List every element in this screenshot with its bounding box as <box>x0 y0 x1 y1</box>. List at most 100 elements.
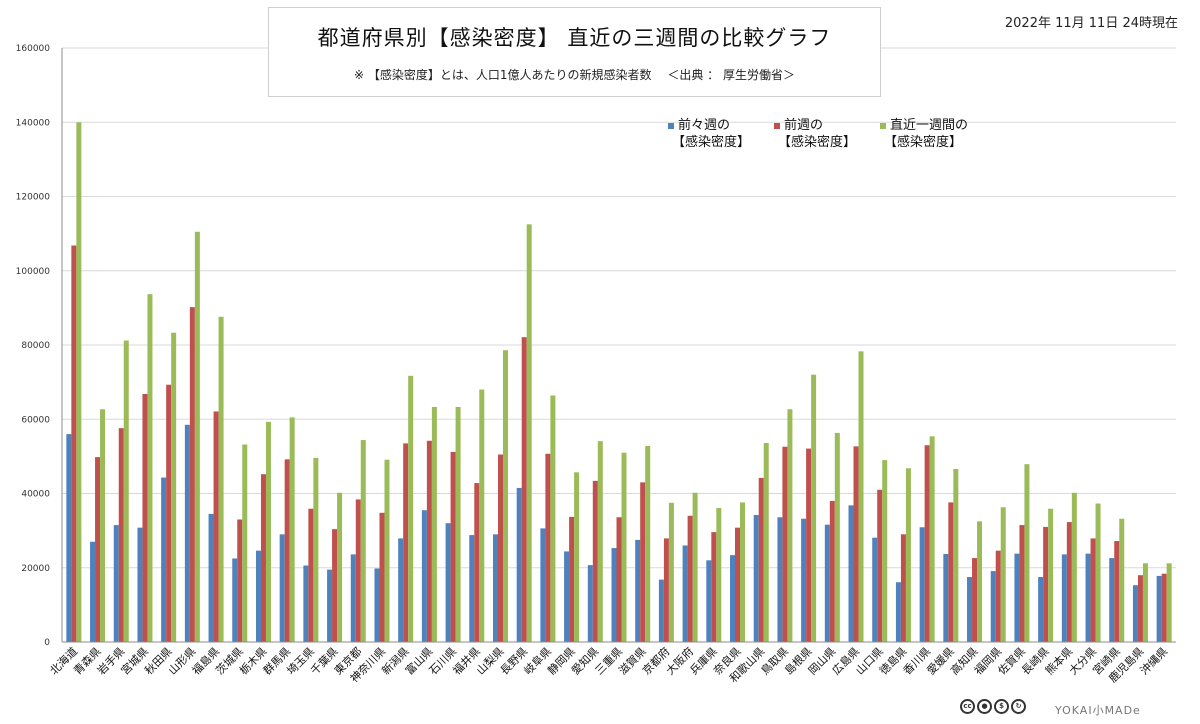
bar <box>758 477 764 642</box>
bar <box>289 417 295 642</box>
bar <box>882 460 888 642</box>
legend-label-line1: 前週の <box>784 118 824 133</box>
bar <box>255 550 261 642</box>
bar <box>587 565 593 642</box>
bar <box>1137 575 1143 642</box>
bar <box>71 245 77 642</box>
bar <box>829 500 835 642</box>
legend-label-line2: 【感染密度】 <box>778 135 857 150</box>
legend-label-line2: 【感染密度】 <box>672 135 751 150</box>
bar <box>408 375 414 642</box>
y-tick-label: 60000 <box>21 415 50 425</box>
legend-label-line1: 直近一週間の <box>890 118 969 133</box>
bar <box>1061 554 1067 642</box>
bar <box>1156 575 1162 642</box>
bar <box>360 440 366 642</box>
date-stamp: 2022年 11月 11日 24時現在 <box>1004 16 1178 31</box>
bar <box>431 406 437 642</box>
bars <box>66 122 1172 643</box>
bar <box>450 451 456 642</box>
bar <box>113 525 119 642</box>
bar <box>872 537 878 642</box>
bar <box>502 350 508 642</box>
bar <box>492 534 498 642</box>
bar <box>142 394 148 642</box>
bar <box>76 122 82 642</box>
y-tick-labels: 0 20000 40000 60000 80000 100000 120000 140000 1… <box>16 44 51 648</box>
bar <box>967 577 973 642</box>
nc-icon: $ <box>994 699 1009 714</box>
bar <box>972 558 978 642</box>
bar <box>166 384 172 642</box>
bar <box>374 568 380 642</box>
bar <box>95 457 101 642</box>
bar <box>848 505 854 642</box>
bar <box>824 524 830 642</box>
bar <box>123 340 129 642</box>
cc-license-badges: cc ● $ ↻ <box>960 699 1028 714</box>
bar <box>929 436 935 642</box>
bar <box>948 502 954 642</box>
bar <box>1090 538 1096 642</box>
bar <box>853 446 859 642</box>
bar <box>313 457 319 642</box>
bar <box>118 428 124 642</box>
bar <box>540 528 546 642</box>
bar <box>66 434 72 642</box>
bar <box>621 452 627 642</box>
bar <box>1109 558 1115 642</box>
bar <box>521 337 527 642</box>
bar <box>900 534 906 642</box>
bar <box>1024 464 1030 642</box>
bar <box>687 515 693 642</box>
bar <box>763 443 769 642</box>
bar <box>327 569 333 642</box>
bar <box>877 489 883 642</box>
x-tick-labels: 北海道青森県岩手県宮城県秋田県山形県福島県茨城県栃木県群馬県埼玉県千葉県東京都神… <box>47 644 1171 685</box>
bar <box>592 480 598 642</box>
bar <box>497 454 503 642</box>
bar <box>1166 563 1172 642</box>
y-tick-label: 20000 <box>21 564 50 574</box>
bar <box>350 554 356 642</box>
bar <box>260 474 266 642</box>
bar <box>682 545 688 642</box>
bar <box>1119 518 1125 642</box>
bar <box>716 507 722 642</box>
legend-item-two-weeks-ago: 前々週の 【感染密度】 <box>668 117 774 151</box>
bar <box>905 468 911 642</box>
legend-label-line1: 前々週の <box>678 118 731 133</box>
bar <box>635 539 641 642</box>
bar <box>645 445 651 642</box>
bar <box>469 535 475 642</box>
bar <box>1161 573 1167 642</box>
bar <box>1019 525 1025 642</box>
bar <box>208 513 214 642</box>
bar <box>171 332 177 642</box>
bar <box>445 523 451 642</box>
y-tick-label: 120000 <box>16 193 51 203</box>
bar <box>740 502 746 642</box>
bar <box>90 541 96 642</box>
bar <box>1071 492 1077 642</box>
bar <box>711 532 717 642</box>
bar <box>1014 553 1020 642</box>
bar <box>1048 508 1054 642</box>
bar <box>569 516 575 642</box>
legend-swatch-red <box>774 122 780 129</box>
bar <box>1095 503 1101 642</box>
by-icon: ● <box>977 699 992 714</box>
cc-icon: cc <box>960 699 975 714</box>
bar <box>1066 522 1072 642</box>
chart-title: 都道府県別【感染密度】 直近の三週間の比較グラフ <box>317 26 832 50</box>
bar <box>284 459 290 642</box>
title-box: 都道府県別【感染密度】 直近の三週間の比較グラフ ※ 【感染密度】とは、人口1億… <box>268 7 881 97</box>
bar <box>1038 577 1044 642</box>
brand-logo: YOKAI小MADe <box>1055 704 1141 717</box>
bar <box>611 548 617 642</box>
bar <box>232 558 238 642</box>
legend-item-latest-week: 直近一週間の 【感染密度】 <box>880 117 986 151</box>
bar <box>858 351 864 642</box>
bar <box>161 477 167 642</box>
